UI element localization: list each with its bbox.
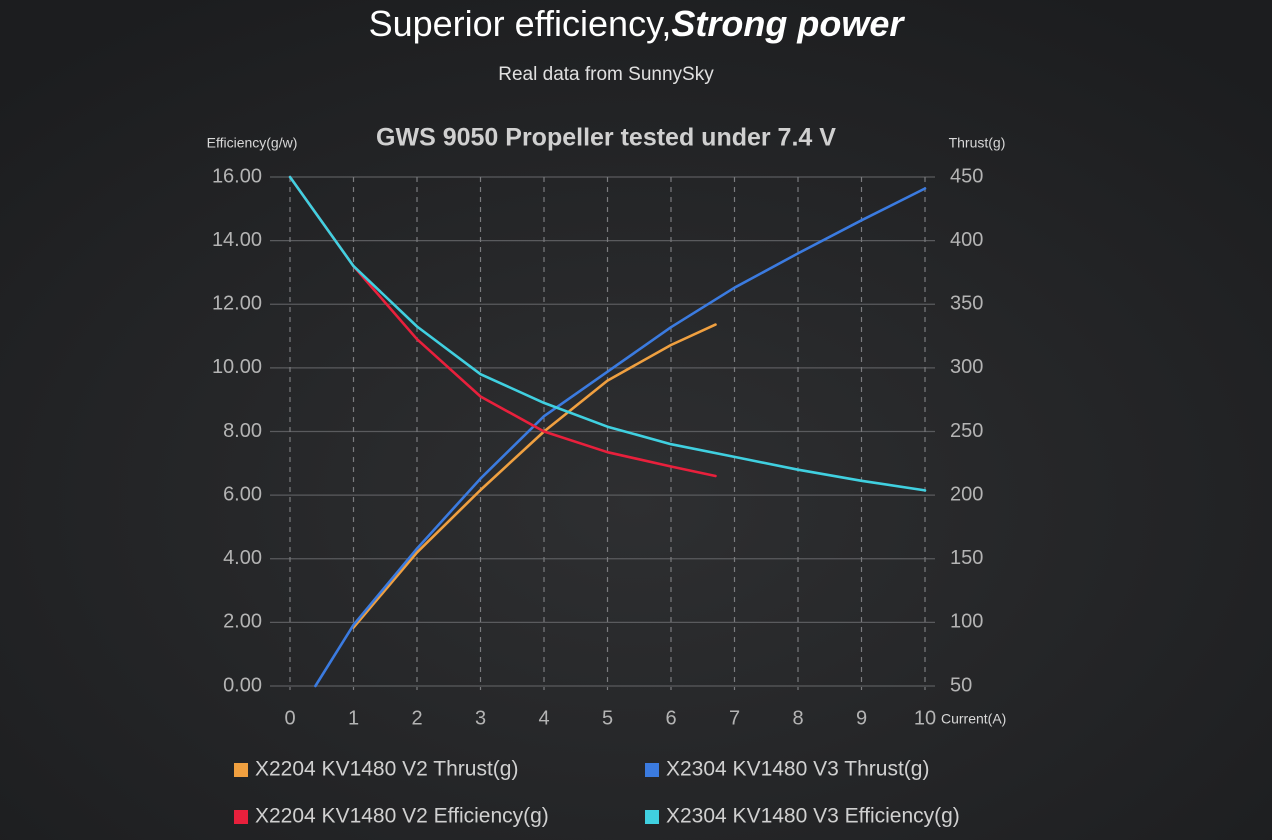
legend-swatch bbox=[234, 763, 248, 777]
legend-label: X2304 KV1480 V3 Thrust(g) bbox=[666, 758, 929, 781]
x-tick-label: 4 bbox=[538, 707, 549, 729]
y-tick-label: 0.00 bbox=[223, 674, 262, 696]
x-tick-label: 3 bbox=[475, 707, 486, 729]
series-line bbox=[314, 187, 927, 688]
y-tick-label: 16.00 bbox=[212, 165, 262, 187]
title-plain: Superior efficiency, bbox=[369, 3, 672, 44]
y2-tick-label: 450 bbox=[950, 165, 983, 187]
legend-label: X2304 KV1480 V3 Efficiency(g) bbox=[666, 805, 960, 828]
x-tick-label: 0 bbox=[284, 707, 295, 729]
y-axis-label: Efficiency(g/w) bbox=[207, 135, 298, 151]
y2-tick-label: 400 bbox=[950, 229, 983, 251]
y-tick-label: 14.00 bbox=[212, 229, 262, 251]
x-tick-label: 8 bbox=[792, 707, 803, 729]
y2-axis-label: Thrust(g) bbox=[949, 135, 1006, 151]
subtitle: Real data from SunnySky bbox=[498, 64, 714, 85]
x-tick-label: 2 bbox=[411, 707, 422, 729]
y2-tick-label: 150 bbox=[950, 547, 983, 569]
y-tick-label: 8.00 bbox=[223, 420, 262, 442]
x-tick-label: 6 bbox=[665, 707, 676, 729]
y-tick-label: 10.00 bbox=[212, 356, 262, 378]
y-tick-label: 12.00 bbox=[212, 293, 262, 315]
y-tick-label: 4.00 bbox=[223, 547, 262, 569]
legend-label: X2204 KV1480 V2 Efficiency(g) bbox=[255, 805, 549, 828]
chart-title: GWS 9050 Propeller tested under 7.4 V bbox=[376, 124, 836, 152]
legend-swatch bbox=[645, 810, 659, 824]
y2-tick-label: 200 bbox=[950, 483, 983, 505]
legend-label: X2204 KV1480 V2 Thrust(g) bbox=[255, 758, 518, 781]
legend-swatch bbox=[645, 763, 659, 777]
y2-tick-label: 50 bbox=[950, 674, 972, 696]
x-tick-label: 5 bbox=[602, 707, 613, 729]
y2-tick-label: 250 bbox=[950, 420, 983, 442]
title-emphasis: Strong power bbox=[671, 3, 905, 44]
y2-tick-label: 300 bbox=[950, 356, 983, 378]
y2-tick-label: 100 bbox=[950, 611, 983, 633]
x-axis-label: Current(A) bbox=[941, 711, 1006, 727]
page-title: Superior efficiency,Strong power bbox=[369, 3, 906, 44]
series-line bbox=[288, 175, 927, 492]
x-tick-label: 7 bbox=[729, 707, 740, 729]
x-tick-label: 1 bbox=[348, 707, 359, 729]
series-line bbox=[288, 175, 717, 478]
x-tick-label: 9 bbox=[856, 707, 867, 729]
y-tick-label: 2.00 bbox=[223, 611, 262, 633]
y-tick-label: 6.00 bbox=[223, 483, 262, 505]
y2-tick-label: 350 bbox=[950, 293, 983, 315]
legend-swatch bbox=[234, 810, 248, 824]
x-tick-label: 10 bbox=[914, 707, 936, 729]
